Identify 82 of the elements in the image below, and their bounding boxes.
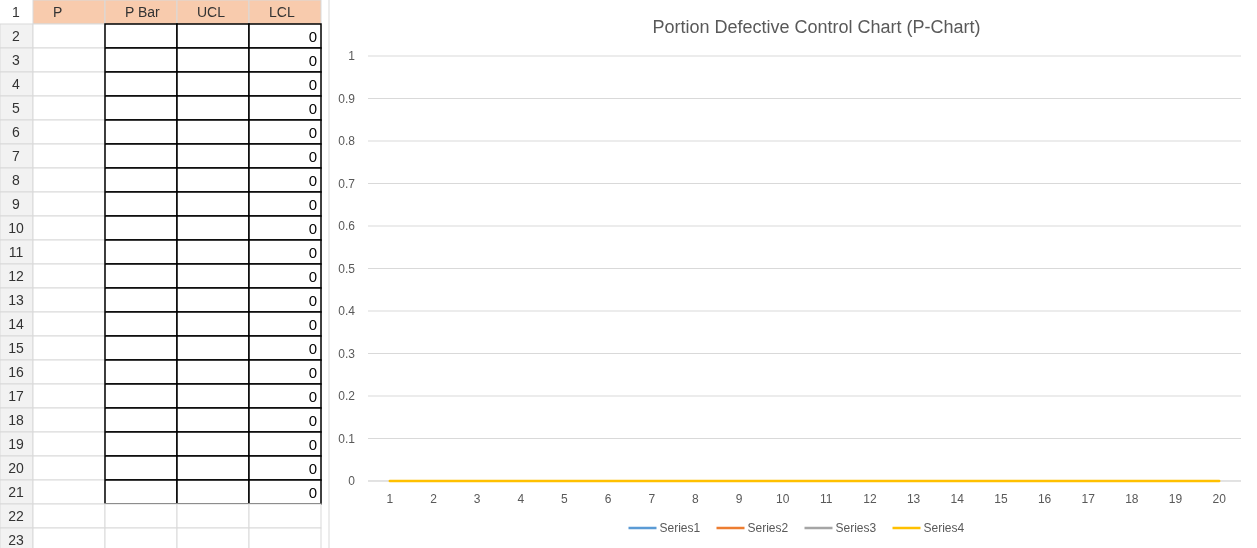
x-tick-label: 18: [1125, 492, 1139, 506]
chart-title: Portion Defective Control Chart (P-Chart): [652, 17, 981, 37]
y-tick-label: 0.3: [338, 346, 356, 361]
y-tick-label: 14: [8, 316, 24, 332]
x-tick-label: 19: [1168, 492, 1183, 506]
x-tick-label: 5: [561, 492, 569, 506]
y-tick-label: 0.5: [338, 261, 356, 276]
x-tick-label: UCL: [197, 4, 226, 20]
data-label: 0: [308, 412, 317, 429]
y-tick-label: 0.4: [338, 304, 356, 318]
y-tick-label: 12: [8, 268, 24, 284]
data-label: 0: [308, 316, 317, 333]
y-tick-label: 10: [8, 220, 24, 236]
y-tick-label: 20: [8, 460, 24, 476]
y-tick-label: 11: [8, 244, 24, 260]
data-label: 0: [308, 268, 317, 285]
data-label: 0: [308, 172, 317, 189]
x-tick-label: 13: [906, 492, 921, 506]
y-tick-label: 0.9: [338, 91, 356, 106]
y-tick-label: 13: [8, 292, 24, 308]
data-label: 0: [308, 388, 317, 405]
x-tick-label: P Bar: [125, 4, 161, 20]
x-tick-label: 15: [994, 492, 1008, 506]
y-tick-label: 9: [12, 196, 21, 212]
data-label: 0: [308, 100, 317, 117]
data-label: 0: [308, 124, 317, 141]
x-tick-label: 14: [950, 492, 965, 506]
y-tick-label: 15: [8, 340, 24, 356]
y-tick-label: 0.7: [338, 176, 356, 191]
legend-label: Series3: [835, 521, 877, 535]
x-tick-label: 3: [473, 492, 481, 506]
x-tick-label: 16: [1037, 492, 1052, 506]
x-tick-label: 10: [776, 492, 790, 506]
data-label: 0: [308, 244, 317, 261]
data-label: 0: [308, 292, 317, 309]
x-tick-label: P: [53, 4, 63, 20]
y-tick-label: 0.2: [338, 389, 356, 403]
y-tick-label: 8: [12, 172, 21, 188]
y-tick-label: 2: [12, 28, 21, 44]
x-tick-label: LCL: [269, 4, 295, 20]
y-tick-label: 3: [12, 52, 21, 68]
data-label: 0: [308, 148, 317, 165]
data-label: 0: [308, 436, 317, 453]
legend-label: Series1: [659, 521, 701, 535]
legend-label: Series2: [747, 521, 789, 535]
y-tick-label: 0: [348, 474, 356, 488]
x-tick-label: 2: [430, 492, 438, 506]
y-tick-label: 16: [8, 364, 24, 380]
y-tick-label: 1: [348, 49, 356, 63]
y-tick-label: 19: [8, 436, 24, 452]
x-tick-label: 8: [692, 492, 700, 506]
y-tick-label: 23: [8, 532, 24, 548]
y-tick-label: 7: [12, 148, 21, 164]
x-tick-label: 12: [863, 492, 877, 506]
y-tick-label: 21: [8, 484, 24, 500]
data-label: 0: [308, 52, 317, 69]
data-label: 0: [308, 484, 317, 501]
y-tick-label: 0.6: [338, 219, 356, 233]
data-label: 0: [308, 28, 317, 45]
x-tick-label: 1: [386, 492, 394, 506]
y-tick-label: 6: [12, 124, 21, 140]
y-tick-label: 18: [8, 412, 24, 428]
x-tick-label: 11: [820, 492, 833, 506]
y-tick-label: 4: [12, 76, 21, 92]
x-tick-label: 6: [604, 492, 612, 506]
y-tick-label: 0.8: [338, 134, 356, 148]
data-label: 0: [308, 364, 317, 381]
y-tick-label: 17: [8, 388, 24, 404]
x-tick-label: 4: [517, 492, 525, 506]
data-label: 0: [308, 460, 317, 477]
x-tick-label: 7: [648, 492, 656, 506]
x-tick-label: 20: [1212, 492, 1227, 506]
data-label: 0: [308, 340, 317, 357]
legend-label: Series4: [923, 521, 965, 535]
y-tick-label: 5: [12, 100, 21, 116]
data-label: 0: [308, 76, 317, 93]
x-tick-label: 9: [735, 492, 743, 506]
data-label: 0: [308, 220, 317, 237]
x-tick-label: 17: [1081, 492, 1096, 506]
y-tick-label: 0.1: [338, 431, 356, 446]
data-label: 0: [308, 196, 317, 213]
y-tick-label: 22: [8, 508, 24, 524]
